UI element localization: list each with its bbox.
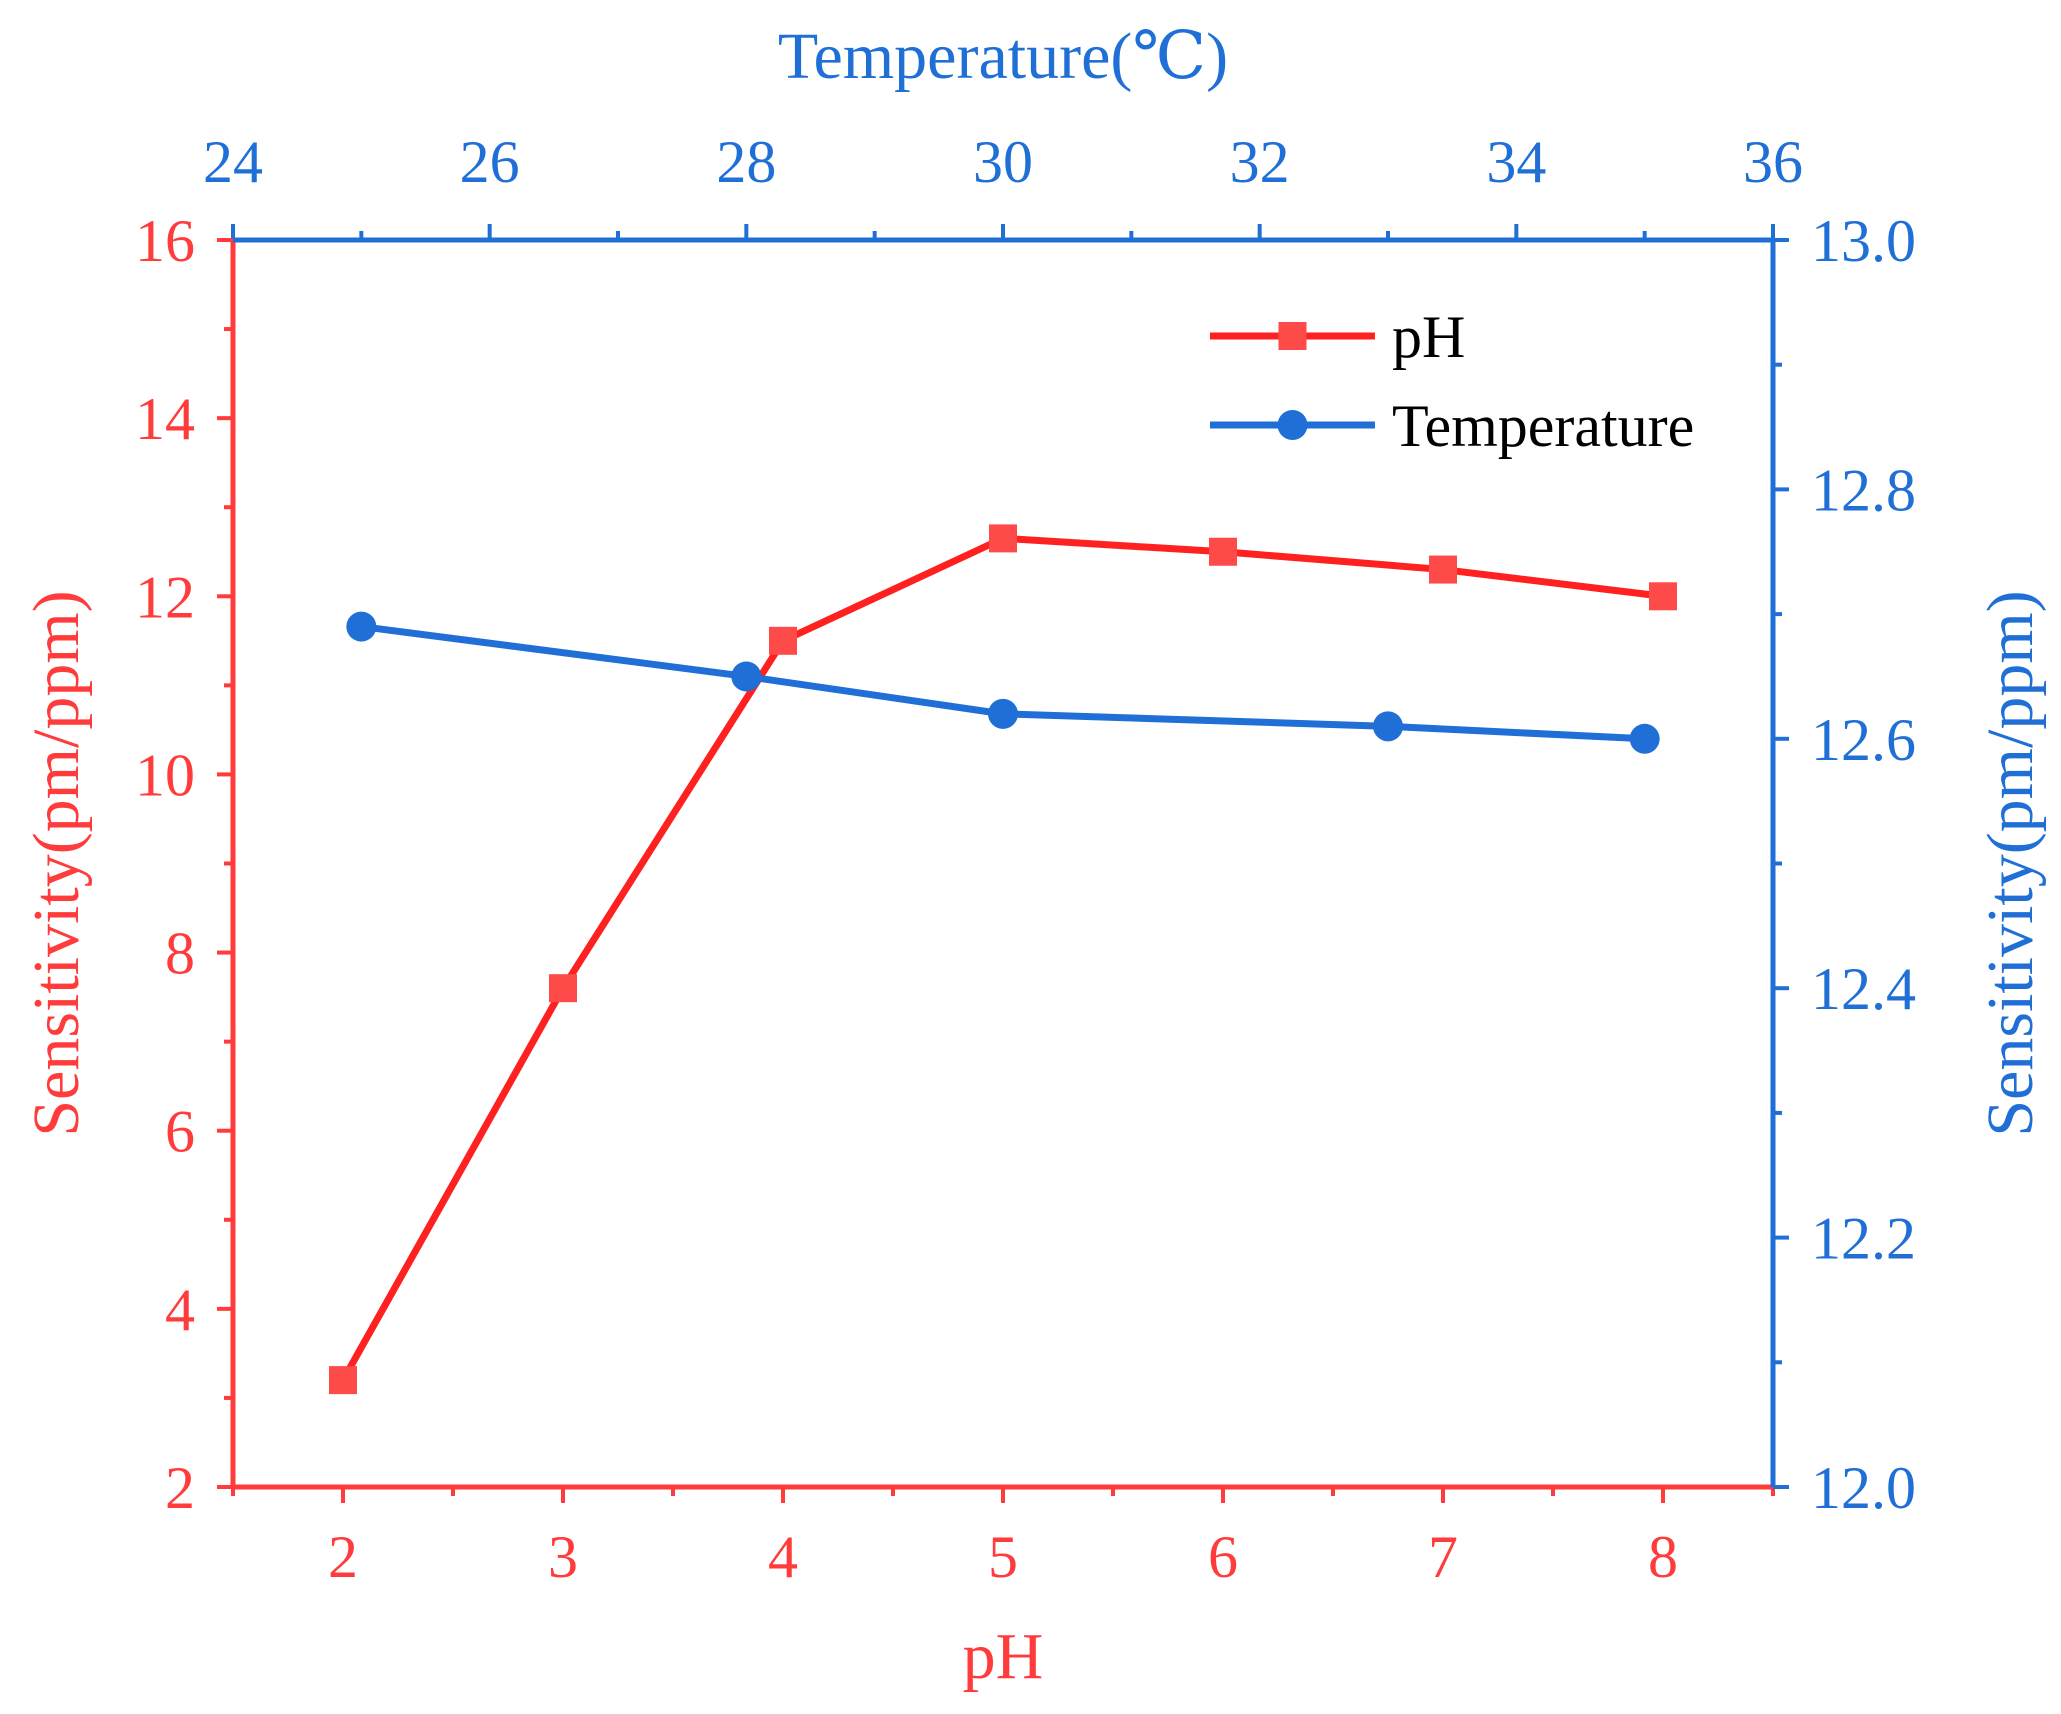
bottom-tick-label: 6 bbox=[1208, 1524, 1238, 1590]
ph-point-marker bbox=[1649, 582, 1677, 611]
top-tick-label: 34 bbox=[1486, 129, 1546, 195]
legend-square-marker bbox=[1278, 322, 1307, 350]
top-tick-label: 32 bbox=[1230, 129, 1290, 195]
top-tick-label: 36 bbox=[1743, 129, 1803, 195]
legend-label-temperature: Temperature bbox=[1392, 393, 1694, 459]
right-tick-label: 12.8 bbox=[1811, 457, 1916, 523]
left-tick-label: 12 bbox=[135, 564, 195, 630]
right-tick-label: 12.2 bbox=[1811, 1206, 1916, 1272]
legend-label-ph: pH bbox=[1392, 304, 1465, 370]
left-tick-label: 10 bbox=[135, 742, 195, 808]
ph-point-marker bbox=[329, 1366, 357, 1395]
top-tick-label: 28 bbox=[716, 129, 776, 195]
legend-circle-marker bbox=[1277, 410, 1308, 440]
ph-point-marker bbox=[549, 974, 577, 1003]
temperature-point-marker bbox=[731, 661, 762, 692]
ph-point-marker bbox=[1209, 537, 1237, 566]
right-tick-label: 13.0 bbox=[1811, 208, 1916, 274]
bottom-tick-label: 8 bbox=[1648, 1524, 1678, 1590]
top-tick-label: 26 bbox=[460, 129, 520, 195]
bottom-tick-label: 2 bbox=[328, 1524, 358, 1590]
bottom-tick-label: 4 bbox=[768, 1524, 798, 1590]
temperature-point-marker bbox=[1629, 723, 1660, 754]
ph-point-marker bbox=[989, 524, 1017, 553]
ph-point-marker bbox=[769, 626, 797, 655]
top-tick-label: 30 bbox=[973, 129, 1033, 195]
top-axis-title: Temperature(℃) bbox=[778, 20, 1228, 93]
left-tick-label: 4 bbox=[165, 1277, 195, 1343]
ph-point-marker bbox=[1429, 555, 1457, 584]
right-tick-label: 12.4 bbox=[1811, 956, 1916, 1022]
left-tick-label: 6 bbox=[165, 1099, 195, 1165]
right-axis-title: Sensitivity(pm/ppm) bbox=[1974, 590, 2047, 1136]
left-tick-label: 16 bbox=[135, 208, 195, 274]
left-tick-label: 8 bbox=[165, 921, 195, 987]
bottom-tick-label: 7 bbox=[1428, 1524, 1458, 1590]
bottom-axis-title: pH bbox=[963, 1620, 1044, 1693]
temperature-point-marker bbox=[1373, 711, 1403, 742]
series-line-ph bbox=[339, 534, 1664, 1382]
right-tick-label: 12.0 bbox=[1811, 1455, 1916, 1521]
temperature-point-marker bbox=[988, 698, 1018, 729]
left-tick-label: 2 bbox=[165, 1455, 195, 1521]
left-tick-label: 14 bbox=[135, 386, 195, 452]
left-axis-title: Sensitivity(pm/ppm) bbox=[20, 590, 93, 1136]
temperature-point-marker bbox=[346, 611, 377, 642]
top-tick-label: 24 bbox=[203, 129, 263, 195]
right-tick-label: 12.6 bbox=[1811, 707, 1916, 773]
bottom-tick-label: 3 bbox=[548, 1524, 578, 1590]
bottom-tick-label: 5 bbox=[988, 1524, 1018, 1590]
